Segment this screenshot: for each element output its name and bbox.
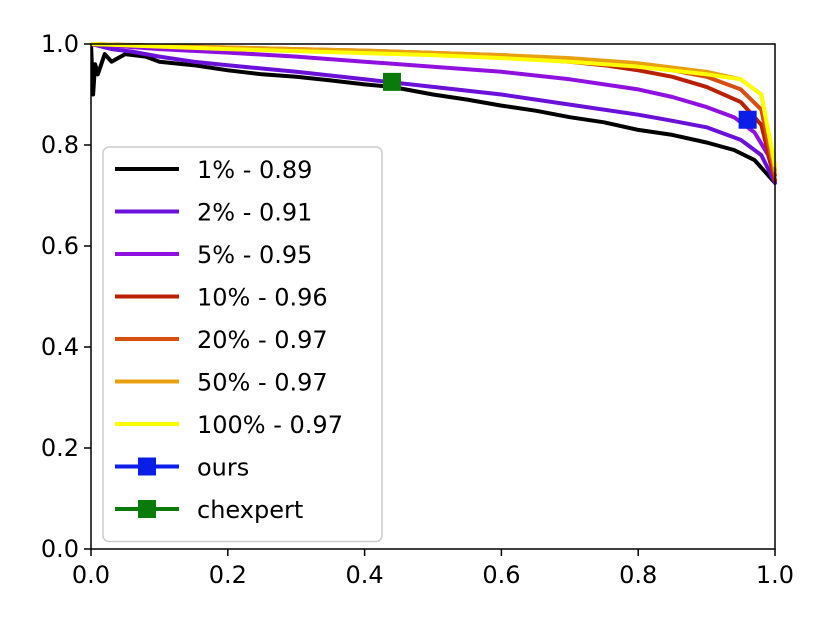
- legend-label: 20% - 0.97: [197, 326, 328, 354]
- x-tick-label: 0.8: [619, 561, 657, 589]
- plot-frame: [90, 43, 776, 550]
- legend: 1% - 0.89 2% - 0.91 5% - 0.95 10% - 0.96 20%…: [102, 146, 383, 543]
- x-tick-label: 0.0: [72, 561, 110, 589]
- marker-ours: [738, 110, 757, 129]
- marker-chexpert: [382, 72, 401, 91]
- legend-marker: [138, 457, 156, 476]
- y-tick-label: 1.0: [41, 30, 79, 58]
- legend-label: 100% - 0.97: [197, 411, 343, 439]
- legend-label: 5% - 0.95: [197, 241, 312, 269]
- x-tick-label: 0.4: [346, 561, 384, 589]
- legend-box: [102, 146, 383, 543]
- y-tick-label: 0.2: [41, 434, 79, 462]
- y-tick-label: 0.6: [41, 232, 79, 260]
- legend-label: 2% - 0.91: [197, 199, 312, 227]
- y-tick-label: 0.4: [41, 333, 79, 361]
- y-tick-label: 0.8: [41, 131, 79, 159]
- marker-layer: [382, 72, 757, 129]
- legend-label: ours: [197, 454, 249, 482]
- legend-label: 50% - 0.97: [197, 369, 328, 397]
- series-line-0: [91, 42, 777, 185]
- legend-label: chexpert: [197, 496, 303, 524]
- legend-label: 1% - 0.89: [197, 156, 312, 184]
- series-line-6: [91, 42, 777, 168]
- series-line-1: [91, 42, 777, 185]
- legend-marker: [138, 500, 156, 518]
- series-layer: [91, 42, 777, 185]
- axes-layer: 0.0 0.2 0.4 0.6 0.8 1.0 0.0 0.2 0.4 0.6 0.8 1.0: [41, 30, 794, 589]
- legend-label: 10% - 0.96: [197, 284, 328, 312]
- x-tick-label: 0.6: [482, 561, 520, 589]
- x-tick-label: 0.2: [209, 561, 247, 589]
- x-tick-label: 1.0: [756, 561, 794, 589]
- y-tick-label: 0.0: [41, 535, 79, 563]
